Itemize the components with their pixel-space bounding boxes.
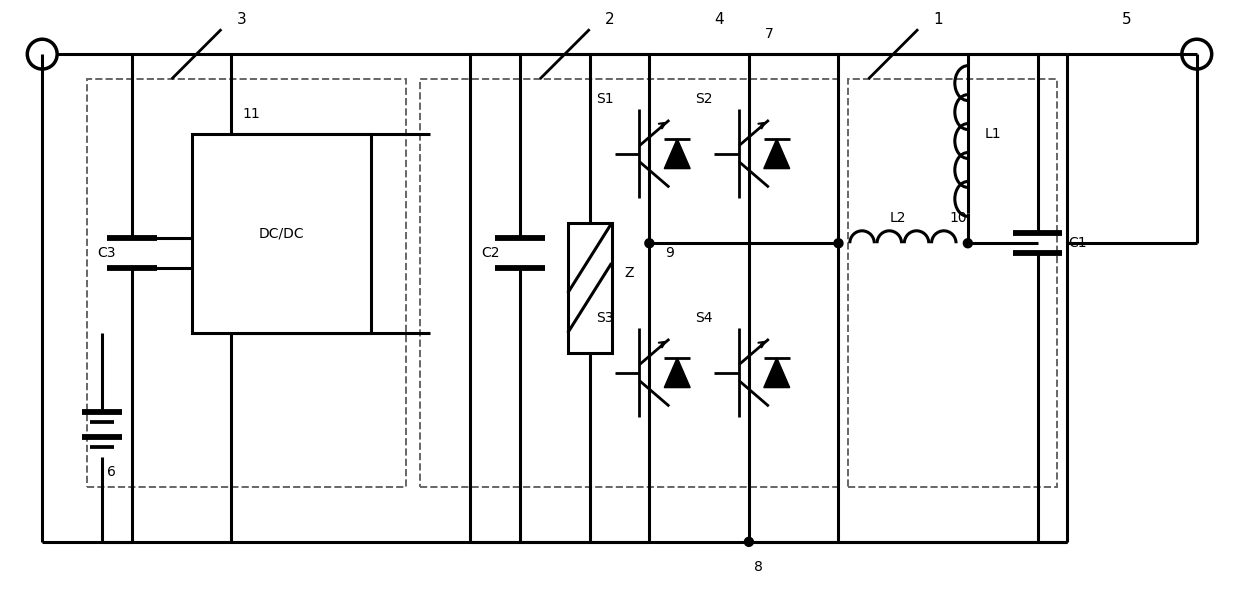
Text: C2: C2 bbox=[481, 246, 499, 260]
Circle shape bbox=[834, 239, 843, 248]
Text: Z: Z bbox=[624, 266, 634, 280]
Text: DC/DC: DC/DC bbox=[258, 227, 304, 240]
Text: S1: S1 bbox=[596, 92, 613, 106]
Circle shape bbox=[964, 239, 973, 248]
Circle shape bbox=[644, 239, 654, 248]
Text: C3: C3 bbox=[98, 246, 116, 260]
Text: 10: 10 bbox=[949, 211, 966, 225]
Text: 1: 1 bbox=[933, 12, 943, 27]
Text: 6: 6 bbox=[108, 465, 116, 479]
Text: S2: S2 bbox=[695, 92, 712, 106]
Text: 11: 11 bbox=[243, 107, 260, 121]
Text: S3: S3 bbox=[596, 311, 613, 325]
Text: S4: S4 bbox=[695, 311, 712, 325]
Text: 7: 7 bbox=[764, 27, 773, 42]
Bar bbox=[87, 79, 405, 487]
Bar bbox=[192, 134, 370, 333]
Text: L1: L1 bbox=[985, 127, 1001, 141]
Bar bbox=[849, 79, 1057, 487]
Bar bbox=[567, 224, 612, 353]
Text: 4: 4 bbox=[714, 12, 724, 27]
Circle shape bbox=[745, 537, 753, 546]
Text: L2: L2 bbox=[890, 211, 907, 225]
Text: 8: 8 bbox=[755, 560, 763, 574]
Polygon shape bbox=[664, 139, 690, 168]
Polygon shape bbox=[763, 139, 789, 168]
Text: 3: 3 bbox=[237, 12, 247, 27]
Polygon shape bbox=[763, 358, 789, 388]
Text: 9: 9 bbox=[665, 246, 674, 260]
Text: 2: 2 bbox=[605, 12, 615, 27]
Text: C1: C1 bbox=[1068, 236, 1087, 250]
Text: 5: 5 bbox=[1123, 12, 1132, 27]
Bar bbox=[420, 79, 839, 487]
Polygon shape bbox=[664, 358, 690, 388]
